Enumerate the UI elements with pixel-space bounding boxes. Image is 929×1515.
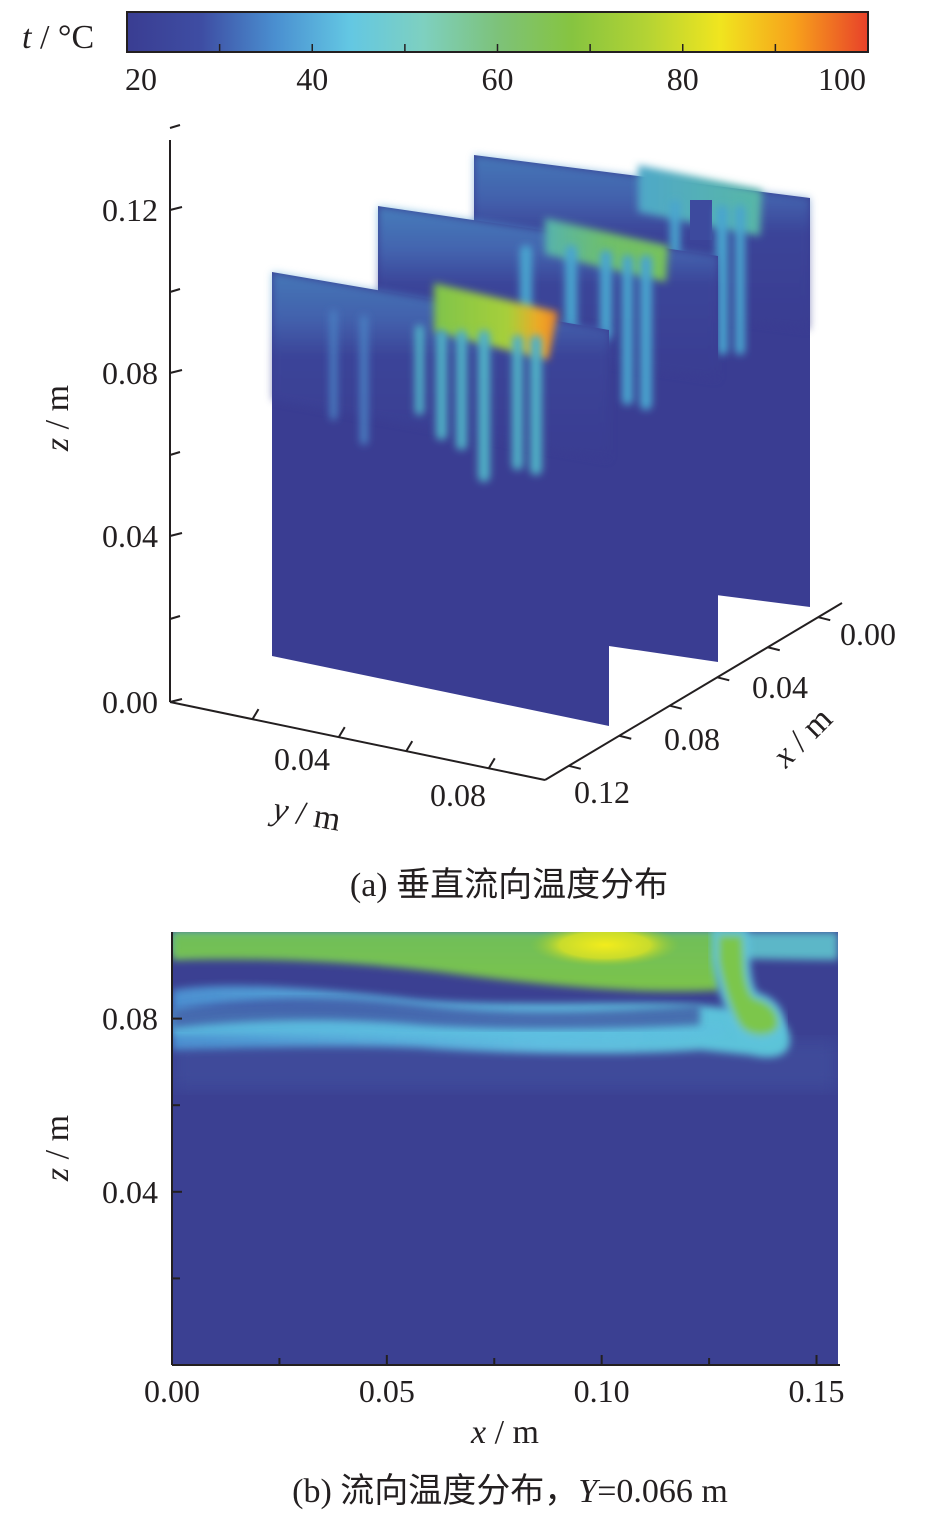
z-minor-tick <box>169 451 181 456</box>
panel-b-y-tick-label: 0.04 <box>102 1174 158 1210</box>
slice-front-plumes <box>330 310 542 482</box>
y-tick <box>405 740 414 752</box>
z-minor-tick <box>169 288 181 293</box>
panel-b-x-tick-label: 0.05 <box>359 1373 415 1409</box>
colorbar-label: t / °C <box>22 19 94 56</box>
panel-a-z-axis-title: z / m <box>39 385 76 452</box>
y-tick-label: 0.04 <box>274 741 330 777</box>
x-tick-label: 0.12 <box>574 774 630 810</box>
colorbar-tick-label: 60 <box>482 61 514 97</box>
x-tick <box>568 764 582 770</box>
x-axis-line <box>544 602 843 781</box>
colorbar: t / °C 20 40 60 80 100 <box>22 11 869 97</box>
y-tick <box>251 708 260 720</box>
x-tick <box>717 676 730 682</box>
z-major-tick <box>169 206 183 211</box>
x-tick-label: 0.00 <box>840 616 896 652</box>
y-axis-line <box>169 701 546 781</box>
panel-a-caption: (a) 垂直流向温度分布 <box>350 866 668 904</box>
heatmap-plume <box>712 932 785 1041</box>
panel-b-heatmap <box>172 932 838 1365</box>
panel-a-y-unit: / m <box>285 793 344 839</box>
x-tick <box>619 734 632 740</box>
z-minor-tick <box>169 615 181 620</box>
colorbar-label-var: t <box>22 19 33 56</box>
slice-back-dark-cell <box>690 200 712 240</box>
panel-b-x-axis-title: x / m <box>470 1414 539 1451</box>
z-major-tick <box>169 369 183 374</box>
panel-b-y-var: z <box>39 1168 76 1182</box>
x-tick <box>669 704 682 710</box>
z-tick-labels: 0.12 0.08 0.04 0.00 <box>102 192 158 720</box>
x-tick <box>767 646 780 652</box>
panel-b-axes: 0.00 0.05 0.10 0.15 0.08 0.04 z / m x / m <box>39 932 845 1451</box>
panel-b-y-unit: / m <box>39 1115 76 1168</box>
z-axis-ticks <box>169 124 183 703</box>
slice-front-hot-region <box>434 283 558 360</box>
z-major-tick <box>169 532 183 537</box>
panel-b-x-unit: / m <box>486 1414 539 1451</box>
panel-a-x-axis-title: x / m <box>765 700 840 775</box>
panel-b-caption-value: =0.066 m <box>597 1473 728 1510</box>
panel-b-y-tick-labels: 0.08 0.04 <box>102 1001 158 1210</box>
panel-b-x-var: x <box>470 1414 486 1451</box>
x-tick <box>817 616 831 622</box>
z-major-tick <box>169 698 183 703</box>
panel-b-x-ticks <box>171 1355 818 1365</box>
colorbar-ticks <box>126 44 869 52</box>
colorbar-tick-label: 80 <box>667 61 699 97</box>
panel-b-y-tick-label: 0.08 <box>102 1001 158 1037</box>
panel-a-slices <box>272 155 810 726</box>
y-tick <box>337 726 346 738</box>
panel-b-caption: (b) 流向温度分布，Y=0.066 m <box>292 1472 728 1510</box>
z-minor-tick <box>169 124 181 129</box>
z-tick-label: 0.08 <box>102 355 158 391</box>
slice-middle-warm-region <box>545 218 668 282</box>
panel-b-caption-prefix: (b) 流向温度分布， <box>292 1472 578 1510</box>
panel-b-x-tick-label: 0.15 <box>789 1373 845 1409</box>
y-axis-ticks <box>251 708 496 769</box>
panel-b-y-ticks <box>172 1017 182 1280</box>
y-tick-labels: 0.04 0.08 <box>274 741 486 813</box>
heatmap-hot-spot <box>530 932 680 967</box>
z-tick-label: 0.00 <box>102 684 158 720</box>
colorbar-tick-label: 100 <box>818 61 866 97</box>
colorbar-tick-label: 40 <box>296 61 328 97</box>
panel-a: 0.120.080.040.00 0.040.08 0.000.040.080.… <box>39 124 896 904</box>
x-tick-labels: 0.00 0.04 0.08 0.12 <box>574 616 896 810</box>
slice-front <box>272 272 609 726</box>
panel-b-caption-var: Y <box>578 1473 600 1510</box>
panel-b: 0.00 0.05 0.10 0.15 0.08 0.04 z / m x / m (b… <box>39 932 845 1510</box>
z-tick-label: 0.12 <box>102 192 158 228</box>
y-tick-label: 0.08 <box>430 777 486 813</box>
x-tick-label: 0.04 <box>752 669 808 705</box>
colorbar-label-unit: / °C <box>31 19 94 56</box>
colorbar-tick-labels: 20 40 60 80 100 <box>125 61 866 97</box>
y-tick <box>487 757 496 769</box>
panel-a-z-unit: / m <box>39 385 76 438</box>
x-axis-ticks <box>568 616 831 770</box>
panel-b-x-tick-label: 0.10 <box>574 1373 630 1409</box>
panel-a-z-var: z <box>39 438 76 452</box>
panel-b-y-axis-title: z / m <box>39 1115 76 1182</box>
panel-a-y-axis-title: y / m <box>267 790 343 839</box>
colorbar-tick-label: 20 <box>125 61 157 97</box>
heatmap-cool-channel <box>172 998 700 1029</box>
slice-middle-plumes <box>520 245 652 410</box>
panel-b-x-tick-label: 0.00 <box>144 1373 200 1409</box>
panel-b-x-tick-labels: 0.00 0.05 0.10 0.15 <box>144 1373 845 1409</box>
x-tick-label: 0.08 <box>664 721 720 757</box>
z-tick-label: 0.04 <box>102 518 158 554</box>
